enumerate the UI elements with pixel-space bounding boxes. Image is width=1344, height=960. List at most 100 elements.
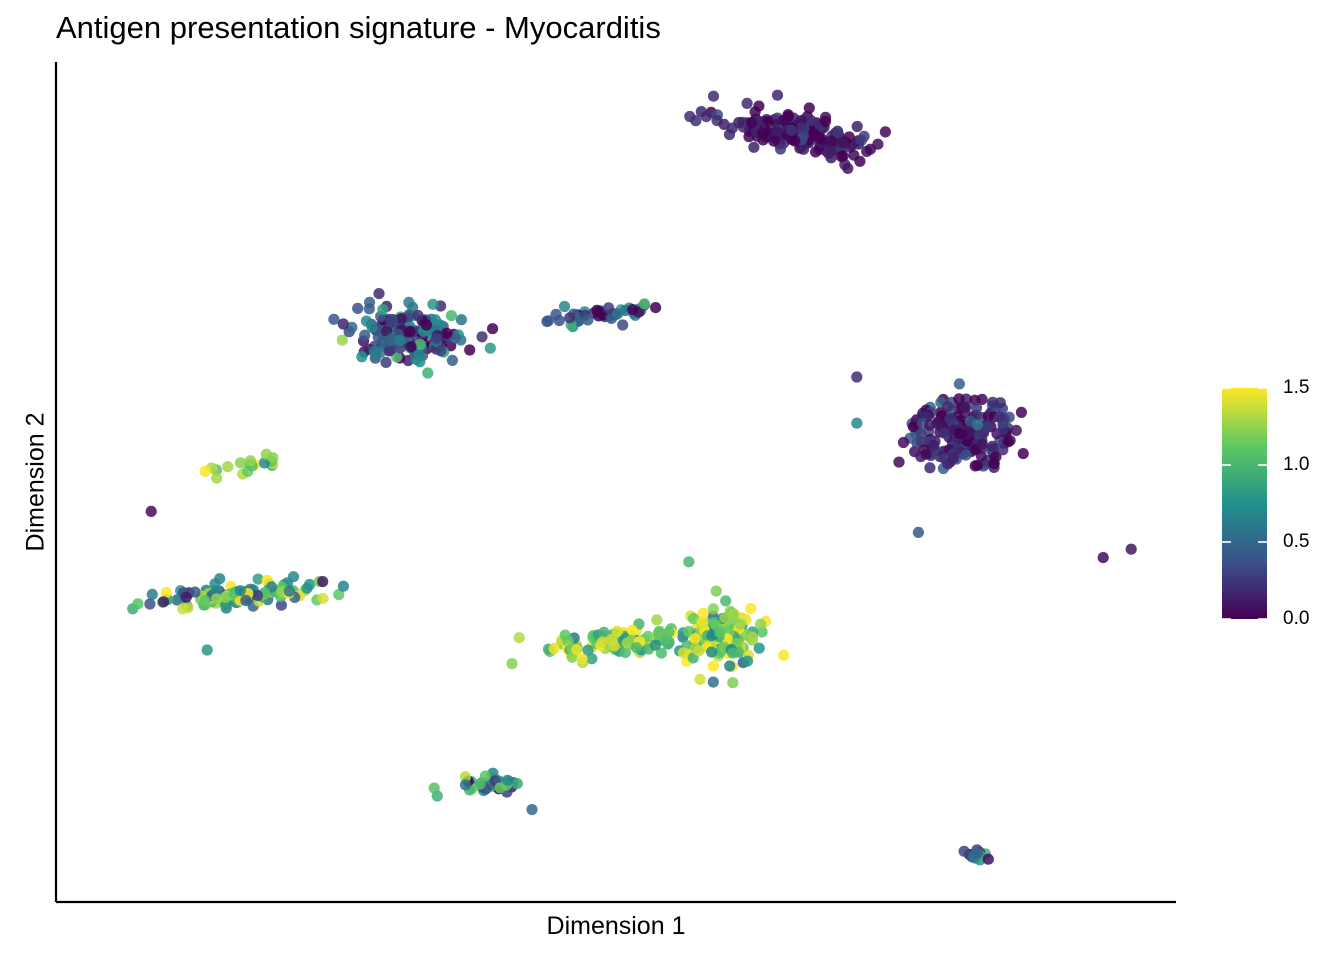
data-point	[741, 97, 753, 109]
data-point	[707, 90, 720, 102]
data-point	[427, 298, 439, 310]
data-point	[897, 436, 910, 449]
data-point	[177, 603, 189, 615]
data-point	[707, 603, 719, 615]
data-point	[328, 313, 340, 325]
data-point	[832, 127, 844, 139]
data-point	[755, 618, 767, 630]
data-point	[363, 303, 375, 315]
data-point	[958, 845, 970, 857]
data-point	[586, 653, 598, 665]
data-point	[476, 331, 488, 343]
data-point	[745, 603, 757, 615]
data-point	[981, 421, 993, 433]
data-point	[222, 461, 234, 473]
data-point	[823, 147, 835, 159]
data-point	[385, 316, 397, 328]
data-point	[441, 327, 453, 339]
data-point	[649, 639, 662, 651]
data-point	[982, 853, 994, 865]
data-point	[464, 344, 476, 356]
data-point	[336, 334, 348, 346]
data-point	[366, 321, 378, 333]
colorbar	[1222, 388, 1267, 619]
data-point	[734, 618, 747, 630]
data-point	[267, 452, 279, 464]
data-point	[694, 673, 706, 686]
data-point	[851, 417, 863, 429]
data-point	[542, 315, 554, 327]
data-point	[956, 428, 968, 440]
data-point	[907, 421, 920, 433]
data-point	[395, 313, 407, 325]
data-point	[785, 124, 797, 136]
data-point	[693, 645, 705, 657]
data-point	[778, 649, 790, 661]
data-point	[789, 135, 801, 147]
data-point	[211, 593, 223, 605]
data-point	[924, 462, 936, 474]
data-point	[795, 122, 807, 134]
data-point	[548, 642, 560, 655]
data-point	[727, 647, 739, 659]
colorbar-tick-label: 1.5	[1283, 377, 1310, 398]
data-point	[638, 298, 651, 310]
data-point	[370, 348, 382, 361]
data-point	[582, 314, 594, 326]
data-point	[333, 589, 345, 601]
data-point	[893, 456, 905, 468]
data-point	[768, 135, 780, 147]
data-point	[858, 130, 870, 142]
data-point	[199, 465, 211, 477]
data-point	[403, 296, 415, 308]
data-point	[394, 334, 406, 346]
data-point	[219, 591, 231, 604]
data-point	[803, 102, 815, 114]
data-point	[132, 598, 144, 610]
data-point	[971, 459, 984, 471]
data-point	[741, 655, 754, 667]
data-point	[988, 457, 1000, 469]
data-point	[359, 329, 371, 341]
data-point	[953, 378, 966, 390]
data-point	[211, 472, 223, 484]
data-point	[660, 634, 672, 646]
data-point	[727, 677, 739, 689]
data-point	[240, 594, 252, 607]
data-point	[429, 314, 441, 326]
colorbar-ticks	[1222, 387, 1267, 620]
data-point	[526, 804, 538, 816]
data-point	[915, 428, 927, 440]
data-point	[971, 847, 984, 859]
data-point	[596, 636, 609, 648]
data-point	[550, 308, 562, 320]
data-point	[385, 332, 398, 345]
data-point	[842, 162, 854, 174]
data-point	[474, 778, 486, 790]
data-point	[435, 345, 447, 357]
data-point	[559, 629, 571, 641]
data-point	[558, 300, 571, 313]
data-point	[377, 303, 389, 316]
data-point	[757, 127, 769, 139]
data-point	[605, 633, 618, 646]
colorbar-tick-label: 0.0	[1283, 608, 1310, 629]
data-point	[1002, 436, 1014, 448]
data-point	[356, 351, 368, 363]
data-point	[707, 676, 719, 688]
data-point	[244, 455, 256, 467]
data-point	[258, 457, 271, 469]
data-point	[958, 401, 971, 413]
data-point	[380, 356, 392, 368]
data-point	[449, 332, 461, 344]
data-point	[706, 646, 718, 658]
data-point	[446, 354, 458, 366]
data-point	[591, 304, 603, 316]
data-point	[234, 585, 246, 597]
data-point	[938, 427, 950, 439]
data-point	[145, 505, 157, 517]
data-point	[619, 647, 632, 659]
data-point	[994, 411, 1006, 423]
data-point	[459, 771, 471, 783]
data-point	[655, 647, 668, 659]
